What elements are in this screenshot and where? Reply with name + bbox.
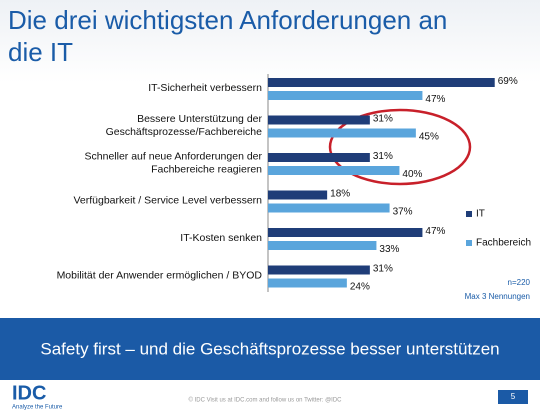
chart: IT-Sicherheit verbessern 69% 47% Bessere Un… <box>57 76 531 293</box>
value-label: 31% <box>373 151 393 162</box>
banner <box>0 318 540 380</box>
banner-text: Safety first – und die Geschäftsprozesse… <box>40 339 499 358</box>
bar <box>268 153 370 162</box>
value-label: 45% <box>419 132 439 143</box>
category-label: Verfügbarkeit / Service Level verbessern <box>73 194 262 206</box>
category-label: Mobilität der Anwender ermöglichen / BYO… <box>57 269 263 281</box>
title: Die drei wichtigsten Anforderungen an <box>8 5 447 35</box>
bar <box>268 78 495 87</box>
category-label: Schneller auf neue Anforderungen der <box>85 150 263 162</box>
bar <box>268 166 400 175</box>
category-label: Bessere Unterstützung der <box>137 113 262 125</box>
category-label: IT-Kosten senken <box>180 232 262 244</box>
value-label: 37% <box>393 207 413 218</box>
value-label: 33% <box>379 244 399 255</box>
tagline: Analyze the Future <box>12 405 63 411</box>
bar <box>268 203 390 213</box>
note: Max 3 Nennungen <box>465 292 530 301</box>
page-number: 5 <box>511 392 516 401</box>
value-label: 31% <box>373 264 393 275</box>
title: die IT <box>8 37 73 67</box>
category-label: Geschäftsprozesse/Fachbereiche <box>106 126 263 138</box>
logo: IDC <box>12 382 46 404</box>
bar <box>268 241 377 250</box>
value-label: 18% <box>330 189 350 200</box>
page-box <box>498 390 528 404</box>
value-label: 24% <box>350 282 370 293</box>
bar <box>268 91 423 100</box>
note: n=220 <box>508 278 531 287</box>
bar <box>268 128 416 138</box>
footer-text: © IDC Visit us at IDC.com and follow us … <box>188 397 342 404</box>
category-label: Fachbereiche reagieren <box>151 163 262 175</box>
value-label: 31% <box>373 114 393 125</box>
highlight-ellipse <box>328 108 472 186</box>
legend-label: IT <box>476 209 485 220</box>
value-label: 69% <box>498 76 518 87</box>
value-label: 40% <box>402 169 422 180</box>
legend-swatch <box>466 211 472 217</box>
bar <box>268 265 370 275</box>
legend-label: Fachbereich <box>476 238 531 249</box>
legend-swatch <box>466 240 472 246</box>
value-label: 47% <box>425 94 445 105</box>
bar <box>268 278 347 288</box>
value-label: 47% <box>425 226 445 237</box>
bar <box>268 228 423 237</box>
bar <box>268 190 328 200</box>
bar <box>268 115 370 125</box>
category-label: IT-Sicherheit verbessern <box>148 82 262 94</box>
